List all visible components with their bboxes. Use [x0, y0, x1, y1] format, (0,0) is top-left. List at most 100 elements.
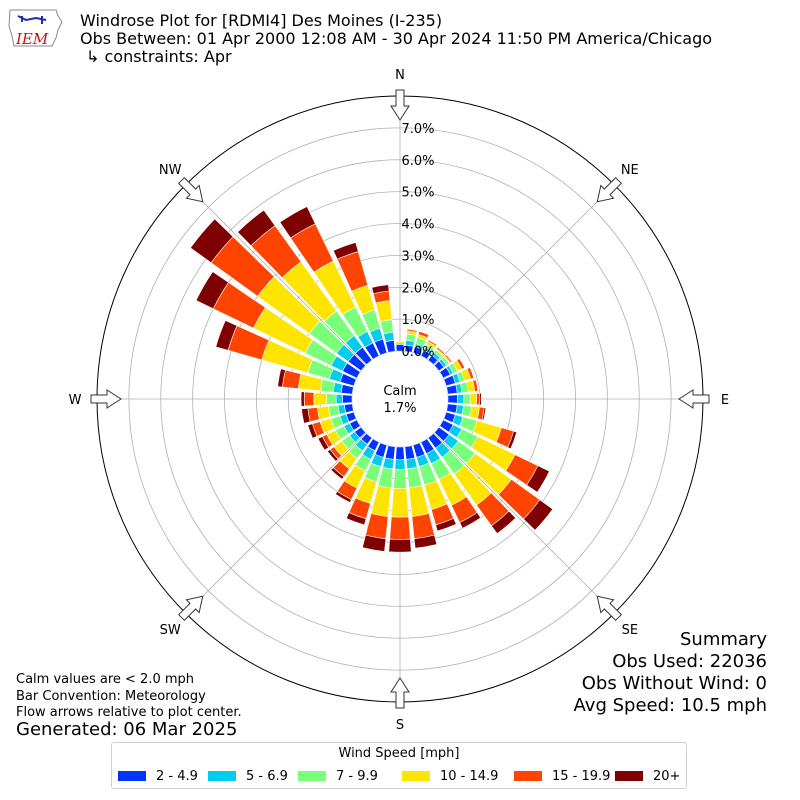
- legend: Wind Speed [mph] 2 - 4.9 5 - 6.9 7 - 9.9 10…: [111, 742, 687, 789]
- windrose-bar-segment: [463, 393, 471, 405]
- windrose-bar-segment: [385, 339, 396, 353]
- calm-value: 1.7%: [383, 401, 416, 416]
- legend-swatch: [298, 771, 326, 781]
- windrose-bar-segment: [476, 392, 481, 406]
- windrose-bar-segment: [375, 300, 393, 322]
- radial-tick-labels: 0.0% 1.0% 2.0% 3.0% 4.0% 5.0% 6.0% 7.0%: [401, 122, 434, 360]
- compass-label-e: E: [721, 393, 729, 408]
- windrose-bar-segment: [389, 516, 411, 540]
- windrose-bar-segment: [380, 319, 394, 335]
- windrose-bar-segment: [313, 392, 328, 406]
- radial-tick-label: 0.0%: [401, 345, 434, 360]
- legend-label: 2 - 4.9: [156, 768, 198, 784]
- calm-definition-note: Calm values are < 2.0 mph: [16, 672, 195, 687]
- generated-date: Generated: 06 Mar 2025: [16, 719, 238, 740]
- windrose-bar-segment: [330, 467, 345, 480]
- windrose-bar-segment: [303, 391, 315, 407]
- windrose-bar-segment: [457, 393, 465, 405]
- windrose-bar-segment: [334, 491, 352, 503]
- legend-item: 2 - 4.9: [118, 768, 198, 784]
- legend-item: 15 - 19.9: [514, 768, 610, 784]
- legend-item: 10 - 14.9: [402, 768, 498, 784]
- windrose-bar-segment: [491, 510, 517, 535]
- chart-subtitle: Obs Between: 01 Apr 2000 12:08 AM - 30 A…: [80, 29, 713, 48]
- windrose-bar-segment: [190, 218, 234, 264]
- summary-obs-used: Obs Used: 22036: [612, 651, 767, 672]
- windrose-bar-segment: [459, 512, 482, 529]
- legend-item: 20+: [615, 768, 680, 784]
- compass-label-sw: SW: [160, 623, 181, 638]
- windrose-bar-segment: [395, 446, 405, 461]
- windrose-bar-segment: [282, 369, 302, 390]
- windrose-bar-segment: [411, 513, 435, 540]
- compass-arrow-icon: [390, 89, 410, 121]
- windrose-bar-segment: [327, 449, 339, 462]
- flow-arrows-note: Flow arrows relative to plot center.: [16, 705, 242, 720]
- windrose-bar-segment: [394, 459, 406, 470]
- windrose-bar-segment: [326, 393, 337, 405]
- legend-swatch: [615, 771, 643, 781]
- windrose-bar-segment: [279, 206, 316, 239]
- windrose-bar-segment: [388, 538, 412, 553]
- summary-avg-speed: Avg Speed: 10.5 mph: [573, 695, 767, 716]
- radial-tick-label: 6.0%: [401, 154, 434, 169]
- radial-tick-label: 4.0%: [401, 218, 434, 233]
- legend-label: 5 - 6.9: [246, 768, 288, 784]
- windrose-bar-segment: [507, 430, 518, 450]
- summary-title: Summary: [680, 629, 767, 650]
- windrose-bar-segment: [307, 423, 318, 439]
- windrose-bar-segment: [335, 393, 343, 405]
- compass-arrows: [90, 89, 710, 709]
- compass-labels: N NE E SE S SW W NW: [69, 68, 730, 733]
- windrose-bar-segment: [479, 392, 482, 406]
- windrose-bar-segment: [446, 403, 458, 414]
- calm-label: Calm: [383, 384, 416, 399]
- legend-swatch: [208, 771, 236, 781]
- compass-label-n: N: [395, 68, 405, 83]
- logo-map-lines: [17, 15, 47, 24]
- summary-obs-without-wind: Obs Without Wind: 0: [581, 673, 767, 694]
- windrose-bar-segment: [436, 346, 445, 355]
- compass-label-w: W: [69, 393, 82, 408]
- legend-title: Wind Speed [mph]: [338, 746, 460, 761]
- windrose-bar-segment: [395, 341, 405, 344]
- windrose-bar-segment: [406, 466, 423, 489]
- windrose-bar-segment: [320, 379, 336, 393]
- chart-constraints: ↳ constraints: Apr: [86, 47, 232, 66]
- windrose-bar-segment: [365, 513, 389, 540]
- windrose-bar-segment: [417, 330, 430, 339]
- compass-label-nw: NW: [159, 163, 182, 178]
- grid-spoke: [433, 184, 615, 366]
- grid-spoke: [185, 432, 367, 614]
- legend-swatch: [514, 771, 542, 781]
- windrose-bar-segment: [413, 534, 438, 549]
- windrose-bar-segment: [195, 271, 229, 310]
- compass-arrow-icon: [390, 677, 410, 709]
- legend-label: 20+: [653, 768, 681, 784]
- iem-logo: IEM: [8, 9, 63, 48]
- bar-convention-note: Bar Convention: Meteorology: [16, 689, 206, 704]
- windrose-bar-segment: [406, 328, 418, 333]
- legend-label: 10 - 14.9: [440, 768, 499, 784]
- radial-tick-label: 1.0%: [401, 313, 434, 328]
- windrose-bar-segment: [317, 436, 330, 451]
- windrose-bar-segment: [435, 517, 457, 532]
- windrose-bar-segment: [345, 512, 367, 526]
- windrose-bars: [190, 206, 554, 553]
- windrose-bar-segment: [377, 466, 394, 489]
- windrose-bar-segment: [298, 373, 323, 392]
- grid-spoke: [185, 184, 367, 366]
- legend-label: 15 - 19.9: [552, 768, 611, 784]
- radial-tick-label: 7.0%: [401, 122, 434, 137]
- radial-tick-label: 2.0%: [401, 281, 434, 296]
- windrose-bar-segment: [362, 534, 387, 552]
- compass-arrow-icon: [177, 595, 204, 622]
- legend-swatch: [118, 771, 146, 781]
- grid-spoke: [433, 432, 615, 614]
- windrose-bar-segment: [466, 367, 475, 380]
- windrose-bar-segment: [393, 468, 407, 489]
- legend-item: 5 - 6.9: [208, 768, 288, 784]
- windrose-bar-segment: [300, 391, 305, 407]
- windrose-bar-segment: [371, 284, 390, 295]
- windrose-bar-segment: [469, 393, 477, 405]
